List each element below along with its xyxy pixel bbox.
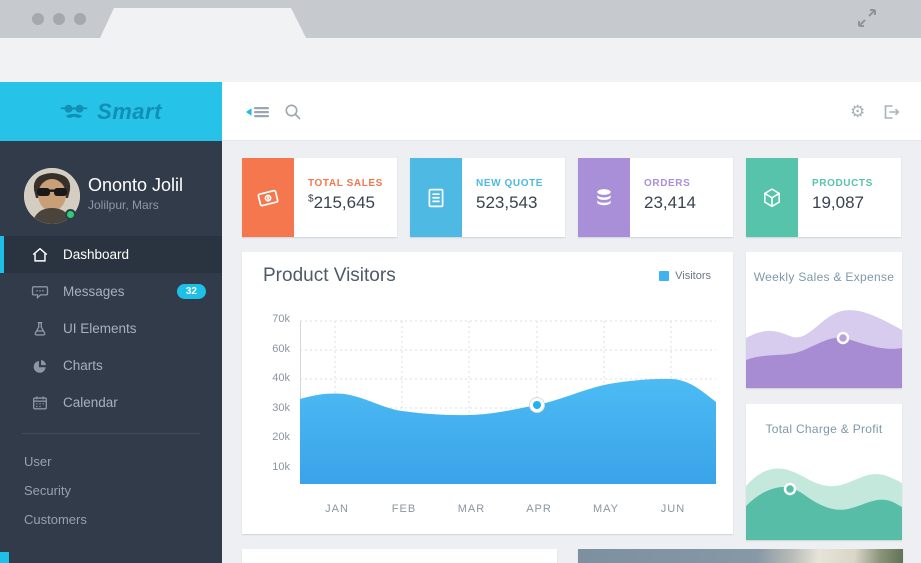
sidebar-item-customers[interactable]: Customers <box>0 505 222 534</box>
app-logo[interactable]: Smart <box>0 82 222 141</box>
sidebar-item-label: Security <box>24 483 71 498</box>
product-visitors-card: Product Visitors Visitors 70k 60k 40k 30… <box>242 252 733 534</box>
sidebar-item-charts[interactable]: Charts <box>0 347 222 384</box>
pie-chart-icon <box>31 357 49 375</box>
card-title: Total Charge & Profit <box>765 422 883 436</box>
stat-card-orders[interactable]: ORDERS 23,414 <box>578 158 733 237</box>
card-title: Weekly Sales & Expense <box>753 270 895 284</box>
y-tick: 30k <box>272 401 290 414</box>
document-icon <box>410 158 462 237</box>
photo-card[interactable] <box>578 549 903 563</box>
flask-icon <box>31 320 49 338</box>
chat-bubble-icon <box>31 283 49 301</box>
settings-icon[interactable]: ⚙ <box>850 102 866 121</box>
sidebar-menu: Dashboard Messages 32 UI Elements <box>0 236 222 421</box>
expand-icon[interactable] <box>856 7 878 29</box>
browser-toolbar <box>0 38 921 113</box>
y-tick: 40k <box>272 372 290 384</box>
stat-label: ORDERS <box>644 178 691 189</box>
collapse-menu-icon[interactable] <box>246 104 270 120</box>
browser-titlebar <box>0 0 921 38</box>
legend-label: Visitors <box>675 270 711 282</box>
stat-label: PRODUCTS <box>812 178 873 189</box>
sidebar-item-label: Dashboard <box>63 247 130 262</box>
user-name: Ononto Jolil <box>88 175 184 195</box>
window-dot-3[interactable] <box>74 13 86 25</box>
currency-prefix: $ <box>308 193 314 205</box>
browser-tab[interactable] <box>95 0 310 38</box>
stat-label: TOTAL SALES <box>308 178 383 189</box>
stat-value: 523,543 <box>476 193 538 212</box>
user-location: Jolilpur, Mars <box>88 198 159 212</box>
stat-value: $215,645 <box>308 193 376 212</box>
sidebar-item-label: Charts <box>63 358 103 373</box>
messages-count-badge: 32 <box>176 284 206 299</box>
window-dot-1[interactable] <box>32 13 44 25</box>
stat-card-new-quote[interactable]: NEW QUOTE 523,543 <box>410 158 565 237</box>
online-status-dot <box>65 209 76 220</box>
x-tick: JUN <box>660 503 686 515</box>
stat-value: 19,087 <box>812 193 864 212</box>
topbar: ⚙ <box>222 82 921 141</box>
y-tick: 20k <box>272 431 290 443</box>
sidebar-item-messages[interactable]: Messages 32 <box>0 273 222 310</box>
highlighted-point <box>529 397 545 413</box>
stat-value: 23,414 <box>644 193 696 212</box>
teal-wave-chart <box>746 468 902 540</box>
sidebar-item-label: User <box>24 454 52 469</box>
x-tick: MAR <box>457 503 486 515</box>
total-charge-profit-card[interactable]: Total Charge & Profit <box>746 404 902 540</box>
sidebar-item-user[interactable]: User <box>0 447 222 476</box>
sidebar-item-security[interactable]: Security <box>0 476 222 505</box>
money-icon <box>242 158 294 237</box>
x-tick: APR <box>526 503 552 515</box>
calendar-icon <box>31 394 49 412</box>
sidebar-item-ui-elements[interactable]: UI Elements <box>0 310 222 347</box>
window-dot-2[interactable] <box>53 13 65 25</box>
y-tick: 70k <box>272 313 290 325</box>
stat-label: NEW QUOTE <box>476 178 544 189</box>
cube-icon <box>746 158 798 237</box>
legend-swatch <box>659 271 670 281</box>
database-icon <box>578 158 630 237</box>
sidebar-item-label: Customers <box>24 512 87 527</box>
home-icon <box>31 246 49 264</box>
purple-wave-chart <box>746 310 902 388</box>
weekly-sales-expense-card[interactable]: Weekly Sales & Expense <box>746 252 902 388</box>
bottom-left-card <box>242 549 557 563</box>
sidebar-item-calendar[interactable]: Calendar <box>0 384 222 421</box>
chart-legend[interactable]: Visitors <box>659 270 711 282</box>
visitors-area-chart[interactable] <box>300 318 716 484</box>
corner-accent-chip <box>0 552 9 563</box>
search-icon[interactable] <box>284 103 302 121</box>
x-tick: MAY <box>592 503 620 515</box>
avatar <box>24 168 80 224</box>
sidebar-item-label: Calendar <box>63 395 118 410</box>
hipster-face-icon <box>60 104 88 118</box>
logout-icon[interactable] <box>882 104 900 120</box>
sidebar-divider <box>22 433 200 434</box>
stat-card-products[interactable]: PRODUCTS 19,087 <box>746 158 901 237</box>
stat-card-total-sales[interactable]: TOTAL SALES $215,645 <box>242 158 397 237</box>
logo-text: Smart <box>97 98 162 124</box>
sidebar-secondary-menu: User Security Customers <box>0 447 222 534</box>
sidebar-item-dashboard[interactable]: Dashboard <box>0 236 222 273</box>
x-tick: FEB <box>391 503 417 515</box>
y-tick: 60k <box>272 342 290 355</box>
chart-title: Product Visitors <box>263 265 396 286</box>
sidebar: Smart Ononto Jolil Jolilpur, Mars <box>0 82 222 563</box>
sidebar-item-label: UI Elements <box>63 321 137 336</box>
y-tick: 10k <box>272 460 290 473</box>
sidebar-item-label: Messages <box>63 284 125 299</box>
x-tick: JAN <box>325 503 349 515</box>
